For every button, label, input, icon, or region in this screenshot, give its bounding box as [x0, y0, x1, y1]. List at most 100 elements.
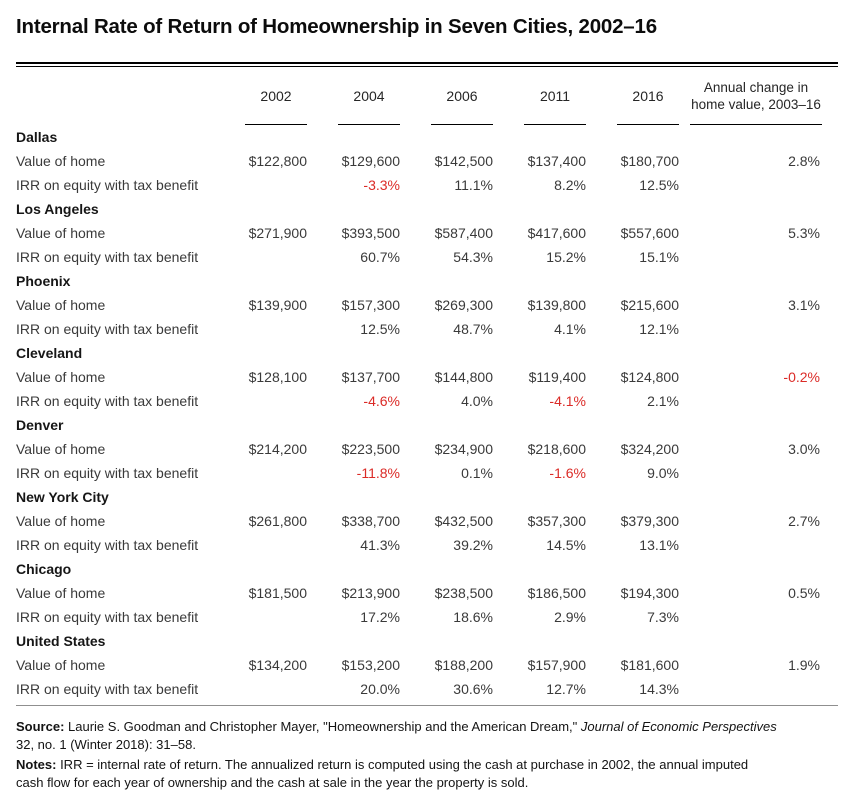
value-cell: $181,600: [620, 657, 679, 673]
value-cell: 7.3%: [647, 609, 679, 625]
col-header-underline: 2004: [338, 67, 400, 125]
row-label: Value of home: [16, 297, 106, 313]
row-label: IRR on equity with tax benefit: [16, 681, 199, 697]
annual-change-cell: 3.1%: [788, 297, 820, 313]
value-cell: 4.0%: [461, 393, 493, 409]
value-cell: [214, 389, 307, 413]
city-name: Cleveland: [16, 345, 83, 361]
value-cell: 39.2%: [453, 537, 493, 553]
value-cell: $234,900: [434, 441, 493, 457]
value-cell: 9.0%: [647, 465, 679, 481]
value-cell: [214, 461, 307, 485]
col-header-label: 2016: [632, 88, 664, 104]
value-of-home-row: Value of home $139,900 $157,300 $269,300 $13…: [16, 293, 838, 317]
irr-row: IRR on equity with tax benefit 12.5% 48.7%…: [16, 317, 838, 341]
notes-label: Notes:: [16, 757, 57, 772]
source-label: Source:: [16, 719, 65, 734]
value-of-home-row: Value of home $261,800 $338,700 $432,500 $35…: [16, 509, 838, 533]
source-text: Laurie S. Goodman and Christopher Mayer,…: [64, 719, 581, 734]
value-cell: $269,300: [434, 297, 493, 313]
col-header-underline: 2006: [431, 67, 493, 125]
annual-change-cell: [679, 677, 838, 701]
irr-row: IRR on equity with tax benefit 41.3% 39.2%…: [16, 533, 838, 557]
value-cell: 15.2%: [546, 249, 586, 265]
empty-header-cell: [16, 67, 214, 125]
value-cell: $215,600: [620, 297, 679, 313]
col-header-label: 2006: [446, 88, 478, 104]
city-name: New York City: [16, 489, 109, 505]
value-cell: 12.1%: [639, 321, 679, 337]
col-header-2016: 2016: [586, 67, 679, 125]
value-cell: -4.1%: [549, 393, 586, 409]
row-label: IRR on equity with tax benefit: [16, 609, 199, 625]
annual-change-cell: [679, 173, 838, 197]
row-label: Value of home: [16, 513, 106, 529]
value-cell: $238,500: [434, 585, 493, 601]
table-title: Internal Rate of Return of Homeownership…: [16, 15, 657, 38]
row-label: Value of home: [16, 225, 106, 241]
col-header-underline: 2011: [524, 67, 586, 125]
city-row: New York City: [16, 485, 838, 509]
col-header-2004: 2004: [307, 67, 400, 125]
city-name: United States: [16, 633, 106, 649]
annual-change-cell: 3.0%: [788, 441, 820, 457]
value-cell: $181,500: [248, 585, 307, 601]
value-cell: [214, 533, 307, 557]
col-header-label: 2002: [260, 88, 292, 104]
value-cell: $134,200: [248, 657, 307, 673]
col-header-2002: 2002: [214, 67, 307, 125]
value-cell: 60.7%: [360, 249, 400, 265]
value-cell: $557,600: [620, 225, 679, 241]
value-cell: $157,900: [527, 657, 586, 673]
city-row: Phoenix: [16, 269, 838, 293]
table-bottom-rule: [16, 705, 838, 706]
value-cell: 17.2%: [360, 609, 400, 625]
irr-row: IRR on equity with tax benefit 17.2% 18.6%…: [16, 605, 838, 629]
value-cell: $124,800: [620, 369, 679, 385]
annual-change-cell: 0.5%: [788, 585, 820, 601]
value-cell: $142,500: [434, 153, 493, 169]
value-cell: 11.1%: [454, 177, 493, 193]
value-cell: 4.1%: [554, 321, 586, 337]
city-row: Denver: [16, 413, 838, 437]
col-header-label: 2011: [539, 88, 571, 104]
annual-change-cell: [679, 533, 838, 557]
row-label: IRR on equity with tax benefit: [16, 393, 199, 409]
value-cell: [214, 173, 307, 197]
table-body: Dallas Value of home $122,800 $129,600 $142,…: [16, 125, 838, 701]
value-cell: 20.0%: [360, 681, 400, 697]
value-cell: $128,100: [248, 369, 307, 385]
annual-change-cell: 2.8%: [788, 153, 820, 169]
value-cell: 54.3%: [453, 249, 493, 265]
value-cell: 2.9%: [554, 609, 586, 625]
value-cell: $139,900: [248, 297, 307, 313]
value-of-home-row: Value of home $214,200 $223,500 $234,900 $21…: [16, 437, 838, 461]
value-cell: $379,300: [620, 513, 679, 529]
value-cell: 0.1%: [461, 465, 493, 481]
city-name: Dallas: [16, 129, 58, 145]
city-name: Chicago: [16, 561, 72, 577]
value-cell: $180,700: [620, 153, 679, 169]
value-cell: $153,200: [341, 657, 400, 673]
irr-row: IRR on equity with tax benefit -11.8% 0.1%…: [16, 461, 838, 485]
irr-row: IRR on equity with tax benefit 20.0% 30.6%…: [16, 677, 838, 701]
value-cell: 2.1%: [647, 393, 679, 409]
value-cell: $587,400: [434, 225, 493, 241]
annual-change-cell: 5.3%: [788, 225, 820, 241]
row-label: IRR on equity with tax benefit: [16, 249, 199, 265]
value-cell: 48.7%: [453, 321, 493, 337]
value-cell: $214,200: [248, 441, 307, 457]
value-cell: -4.6%: [363, 393, 400, 409]
value-of-home-row: Value of home $181,500 $213,900 $238,500 $18…: [16, 581, 838, 605]
notes-note: Notes: IRR = internal rate of return. Th…: [16, 756, 838, 791]
value-cell: $338,700: [341, 513, 400, 529]
value-of-home-row: Value of home $134,200 $153,200 $188,200 $15…: [16, 653, 838, 677]
col-header-underline: 2002: [245, 67, 307, 125]
value-of-home-row: Value of home $122,800 $129,600 $142,500 $13…: [16, 149, 838, 173]
value-cell: $417,600: [527, 225, 586, 241]
city-row: United States: [16, 629, 838, 653]
annual-change-cell: [679, 317, 838, 341]
row-label: IRR on equity with tax benefit: [16, 177, 199, 193]
row-label: IRR on equity with tax benefit: [16, 321, 199, 337]
col-header-annual-change: Annual change in home value, 2003–16: [679, 67, 838, 125]
